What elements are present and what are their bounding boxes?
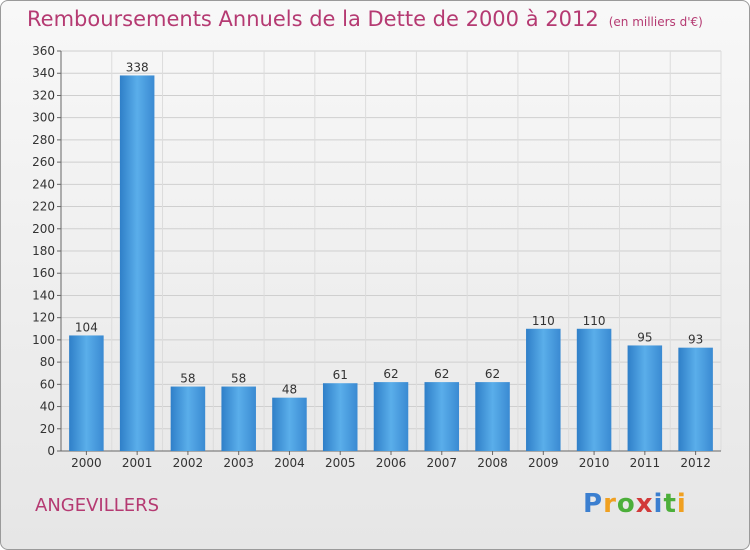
bar — [526, 328, 561, 451]
logo-letter: r — [603, 489, 617, 519]
bar-value-label: 338 — [126, 60, 149, 74]
logo-letter: x — [635, 489, 654, 519]
logo-letter: t — [663, 489, 677, 519]
y-tick-label: 40 — [40, 400, 55, 414]
bar-value-label: 110 — [583, 314, 606, 328]
bar — [627, 345, 663, 451]
y-tick-label: 80 — [40, 355, 55, 369]
proxiti-logo: Proxiti — [583, 489, 687, 519]
bar-value-label: 58 — [180, 372, 195, 386]
y-tick-label: 180 — [32, 244, 55, 258]
y-tick-label: 340 — [32, 66, 55, 80]
bar — [170, 386, 206, 451]
commune-name: ANGEVILLERS — [35, 495, 160, 516]
bar — [373, 382, 409, 451]
y-tick-label: 360 — [32, 44, 55, 58]
bar-value-label: 48 — [282, 383, 297, 397]
x-tick-label: 2006 — [376, 456, 407, 470]
y-tick-label: 280 — [32, 133, 55, 147]
bar — [119, 75, 155, 451]
bar — [69, 335, 104, 451]
bar-layer: 104 338 58 58 48 61 62 62 62 110 110 95 93 — [69, 60, 713, 451]
bar-value-label: 62 — [434, 367, 449, 381]
bar — [678, 347, 713, 451]
x-tick-label: 2003 — [223, 456, 254, 470]
bar — [322, 383, 358, 451]
x-tick-label: 2009 — [528, 456, 559, 470]
y-tick-label: 220 — [32, 200, 55, 214]
y-tick-label: 260 — [32, 155, 55, 169]
x-tick-label: 2012 — [680, 456, 711, 470]
x-tick-label: 2004 — [274, 456, 305, 470]
x-tick-label: 2000 — [71, 456, 102, 470]
bar-value-label: 62 — [383, 367, 398, 381]
chart-title-text: Remboursements Annuels de la Dette de 20… — [27, 7, 599, 31]
x-tick-label: 2007 — [426, 456, 457, 470]
x-tick-label: 2001 — [122, 456, 153, 470]
y-tick-label: 200 — [32, 222, 55, 236]
y-tick-label: 20 — [40, 422, 55, 436]
x-tick-label: 2005 — [325, 456, 356, 470]
bar-value-label: 61 — [333, 368, 348, 382]
logo-letter: i — [676, 489, 687, 519]
x-tick-label: 2010 — [579, 456, 610, 470]
bar-value-label: 58 — [231, 372, 246, 386]
bar — [272, 397, 307, 451]
x-tick-label: 2011 — [630, 456, 661, 470]
bar-value-label: 93 — [688, 333, 703, 347]
chart-title: Remboursements Annuels de la Dette de 20… — [27, 7, 703, 31]
y-tick-label: 120 — [32, 311, 55, 325]
logo-letter: i — [653, 489, 664, 519]
chart-unit: (en milliers d'€) — [608, 15, 703, 29]
logo-letter: o — [616, 489, 636, 519]
bar-value-label: 95 — [637, 330, 652, 344]
bar — [221, 386, 256, 451]
y-tick-label: 0 — [47, 444, 55, 458]
y-tick-label: 60 — [40, 377, 55, 391]
bar-value-label: 104 — [75, 320, 98, 334]
x-tick-label: 2002 — [173, 456, 204, 470]
bar — [475, 382, 510, 451]
y-tick-label: 160 — [32, 266, 55, 280]
y-tick-label: 240 — [32, 177, 55, 191]
bar — [576, 328, 612, 451]
y-tick-label: 140 — [32, 288, 55, 302]
bar-value-label: 110 — [532, 314, 555, 328]
x-tick-label: 2008 — [477, 456, 508, 470]
bar-value-label: 62 — [485, 367, 500, 381]
bar-chart: 0 20 40 60 80 100 120 140 160 180 200 220 240 260 280 3… — [32, 44, 722, 470]
y-tick-label: 100 — [32, 333, 55, 347]
y-tick-label: 320 — [32, 88, 55, 102]
bar — [424, 382, 460, 451]
logo-letter: P — [583, 489, 604, 519]
y-tick-label: 300 — [32, 111, 55, 125]
